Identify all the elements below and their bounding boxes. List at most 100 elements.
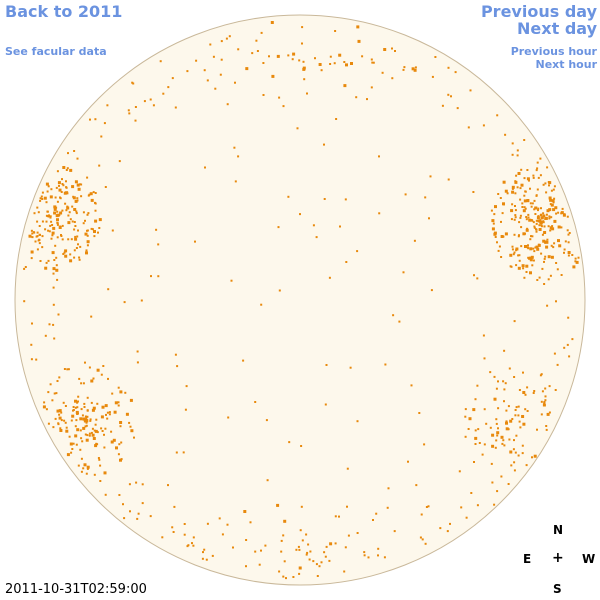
next-day-link[interactable]: Next day	[517, 19, 597, 38]
magnetic-feature	[535, 228, 537, 231]
magnetic-feature	[301, 42, 303, 45]
magnetic-feature	[546, 412, 550, 416]
magnetic-feature	[473, 461, 475, 463]
magnetic-feature	[535, 230, 538, 233]
magnetic-feature	[372, 519, 374, 521]
magnetic-feature	[534, 206, 538, 210]
back-to-year-link[interactable]: Back to 2011	[5, 2, 123, 21]
magnetic-feature	[185, 385, 188, 388]
magnetic-feature	[31, 236, 34, 239]
magnetic-feature	[544, 216, 548, 220]
magnetic-feature	[520, 183, 524, 187]
magnetic-feature	[61, 238, 64, 241]
magnetic-feature	[347, 534, 350, 537]
magnetic-feature	[73, 197, 76, 199]
magnetic-feature	[519, 187, 522, 190]
magnetic-feature	[532, 174, 535, 177]
magnetic-feature	[525, 271, 528, 273]
magnetic-feature	[58, 376, 61, 379]
magnetic-feature	[91, 408, 95, 412]
magnetic-feature	[356, 532, 359, 534]
magnetic-feature	[526, 169, 529, 171]
magnetic-feature	[74, 225, 77, 227]
magnetic-feature	[515, 406, 518, 409]
magnetic-feature	[90, 401, 93, 404]
magnetic-feature	[77, 229, 79, 232]
magnetic-feature	[501, 212, 504, 215]
magnetic-feature	[550, 244, 553, 247]
magnetic-feature	[76, 183, 80, 187]
magnetic-feature	[23, 267, 26, 270]
magnetic-feature	[291, 58, 294, 61]
magnetic-feature	[533, 250, 536, 253]
magnetic-feature	[377, 554, 379, 557]
magnetic-feature	[545, 213, 548, 216]
magnetic-feature	[59, 427, 62, 430]
magnetic-feature	[398, 320, 401, 323]
magnetic-feature	[447, 93, 450, 96]
magnetic-feature	[500, 435, 504, 439]
magnetic-feature	[296, 127, 299, 130]
magnetic-feature	[520, 168, 523, 171]
magnetic-feature	[309, 550, 312, 553]
magnetic-feature	[560, 274, 563, 276]
magnetic-feature	[219, 73, 222, 76]
magnetic-feature	[218, 517, 221, 520]
magnetic-feature	[371, 61, 374, 64]
magnetic-feature	[100, 415, 104, 419]
magnetic-feature	[92, 191, 95, 194]
magnetic-feature	[31, 232, 34, 235]
magnetic-feature	[324, 555, 327, 558]
magnetic-features-layer	[23, 21, 580, 580]
see-facular-data-link[interactable]: See facular data	[5, 45, 107, 58]
magnetic-feature	[503, 400, 505, 403]
magnetic-feature	[524, 207, 527, 210]
compass-south-label: S	[553, 582, 562, 596]
next-hour-link[interactable]: Next hour	[535, 58, 598, 71]
magnetic-feature	[277, 226, 280, 229]
magnetic-feature	[506, 192, 509, 195]
magnetic-feature	[254, 401, 257, 403]
magnetic-feature	[80, 437, 83, 440]
magnetic-feature	[308, 558, 311, 561]
magnetic-feature	[49, 383, 52, 386]
magnetic-feature	[84, 415, 87, 418]
previous-day-link[interactable]: Previous day	[480, 2, 597, 21]
magnetic-feature	[74, 425, 77, 428]
magnetic-feature	[64, 405, 67, 407]
magnetic-feature	[108, 413, 111, 416]
magnetic-feature	[539, 221, 542, 224]
magnetic-feature	[74, 180, 78, 184]
magnetic-feature	[544, 387, 547, 390]
magnetic-feature	[496, 434, 499, 437]
magnetic-feature	[58, 188, 62, 192]
magnetic-feature	[312, 560, 315, 563]
magnetic-feature	[545, 425, 548, 427]
magnetic-feature	[527, 256, 530, 259]
magnetic-feature	[507, 483, 510, 485]
magnetic-feature	[251, 52, 254, 55]
magnetic-feature	[518, 254, 521, 257]
magnetic-feature	[86, 415, 89, 418]
magnetic-feature	[507, 405, 510, 408]
magnetic-feature	[76, 406, 79, 409]
magnetic-feature	[44, 228, 47, 231]
magnetic-feature	[136, 517, 139, 520]
magnetic-feature	[539, 157, 542, 160]
magnetic-feature	[571, 254, 574, 256]
previous-hour-link[interactable]: Previous hour	[510, 45, 597, 58]
magnetic-feature	[86, 396, 89, 399]
magnetic-feature	[45, 182, 49, 186]
magnetic-feature	[535, 222, 538, 225]
magnetic-feature	[329, 542, 333, 546]
magnetic-feature	[554, 206, 558, 210]
magnetic-feature	[550, 203, 554, 207]
magnetic-feature	[202, 551, 204, 554]
magnetic-feature	[496, 431, 500, 435]
magnetic-feature	[86, 244, 89, 247]
magnetic-feature	[535, 245, 539, 249]
magnetic-feature	[496, 114, 499, 117]
magnetic-feature	[550, 189, 553, 192]
magnetic-feature	[333, 62, 336, 65]
magnetic-feature	[343, 61, 346, 63]
